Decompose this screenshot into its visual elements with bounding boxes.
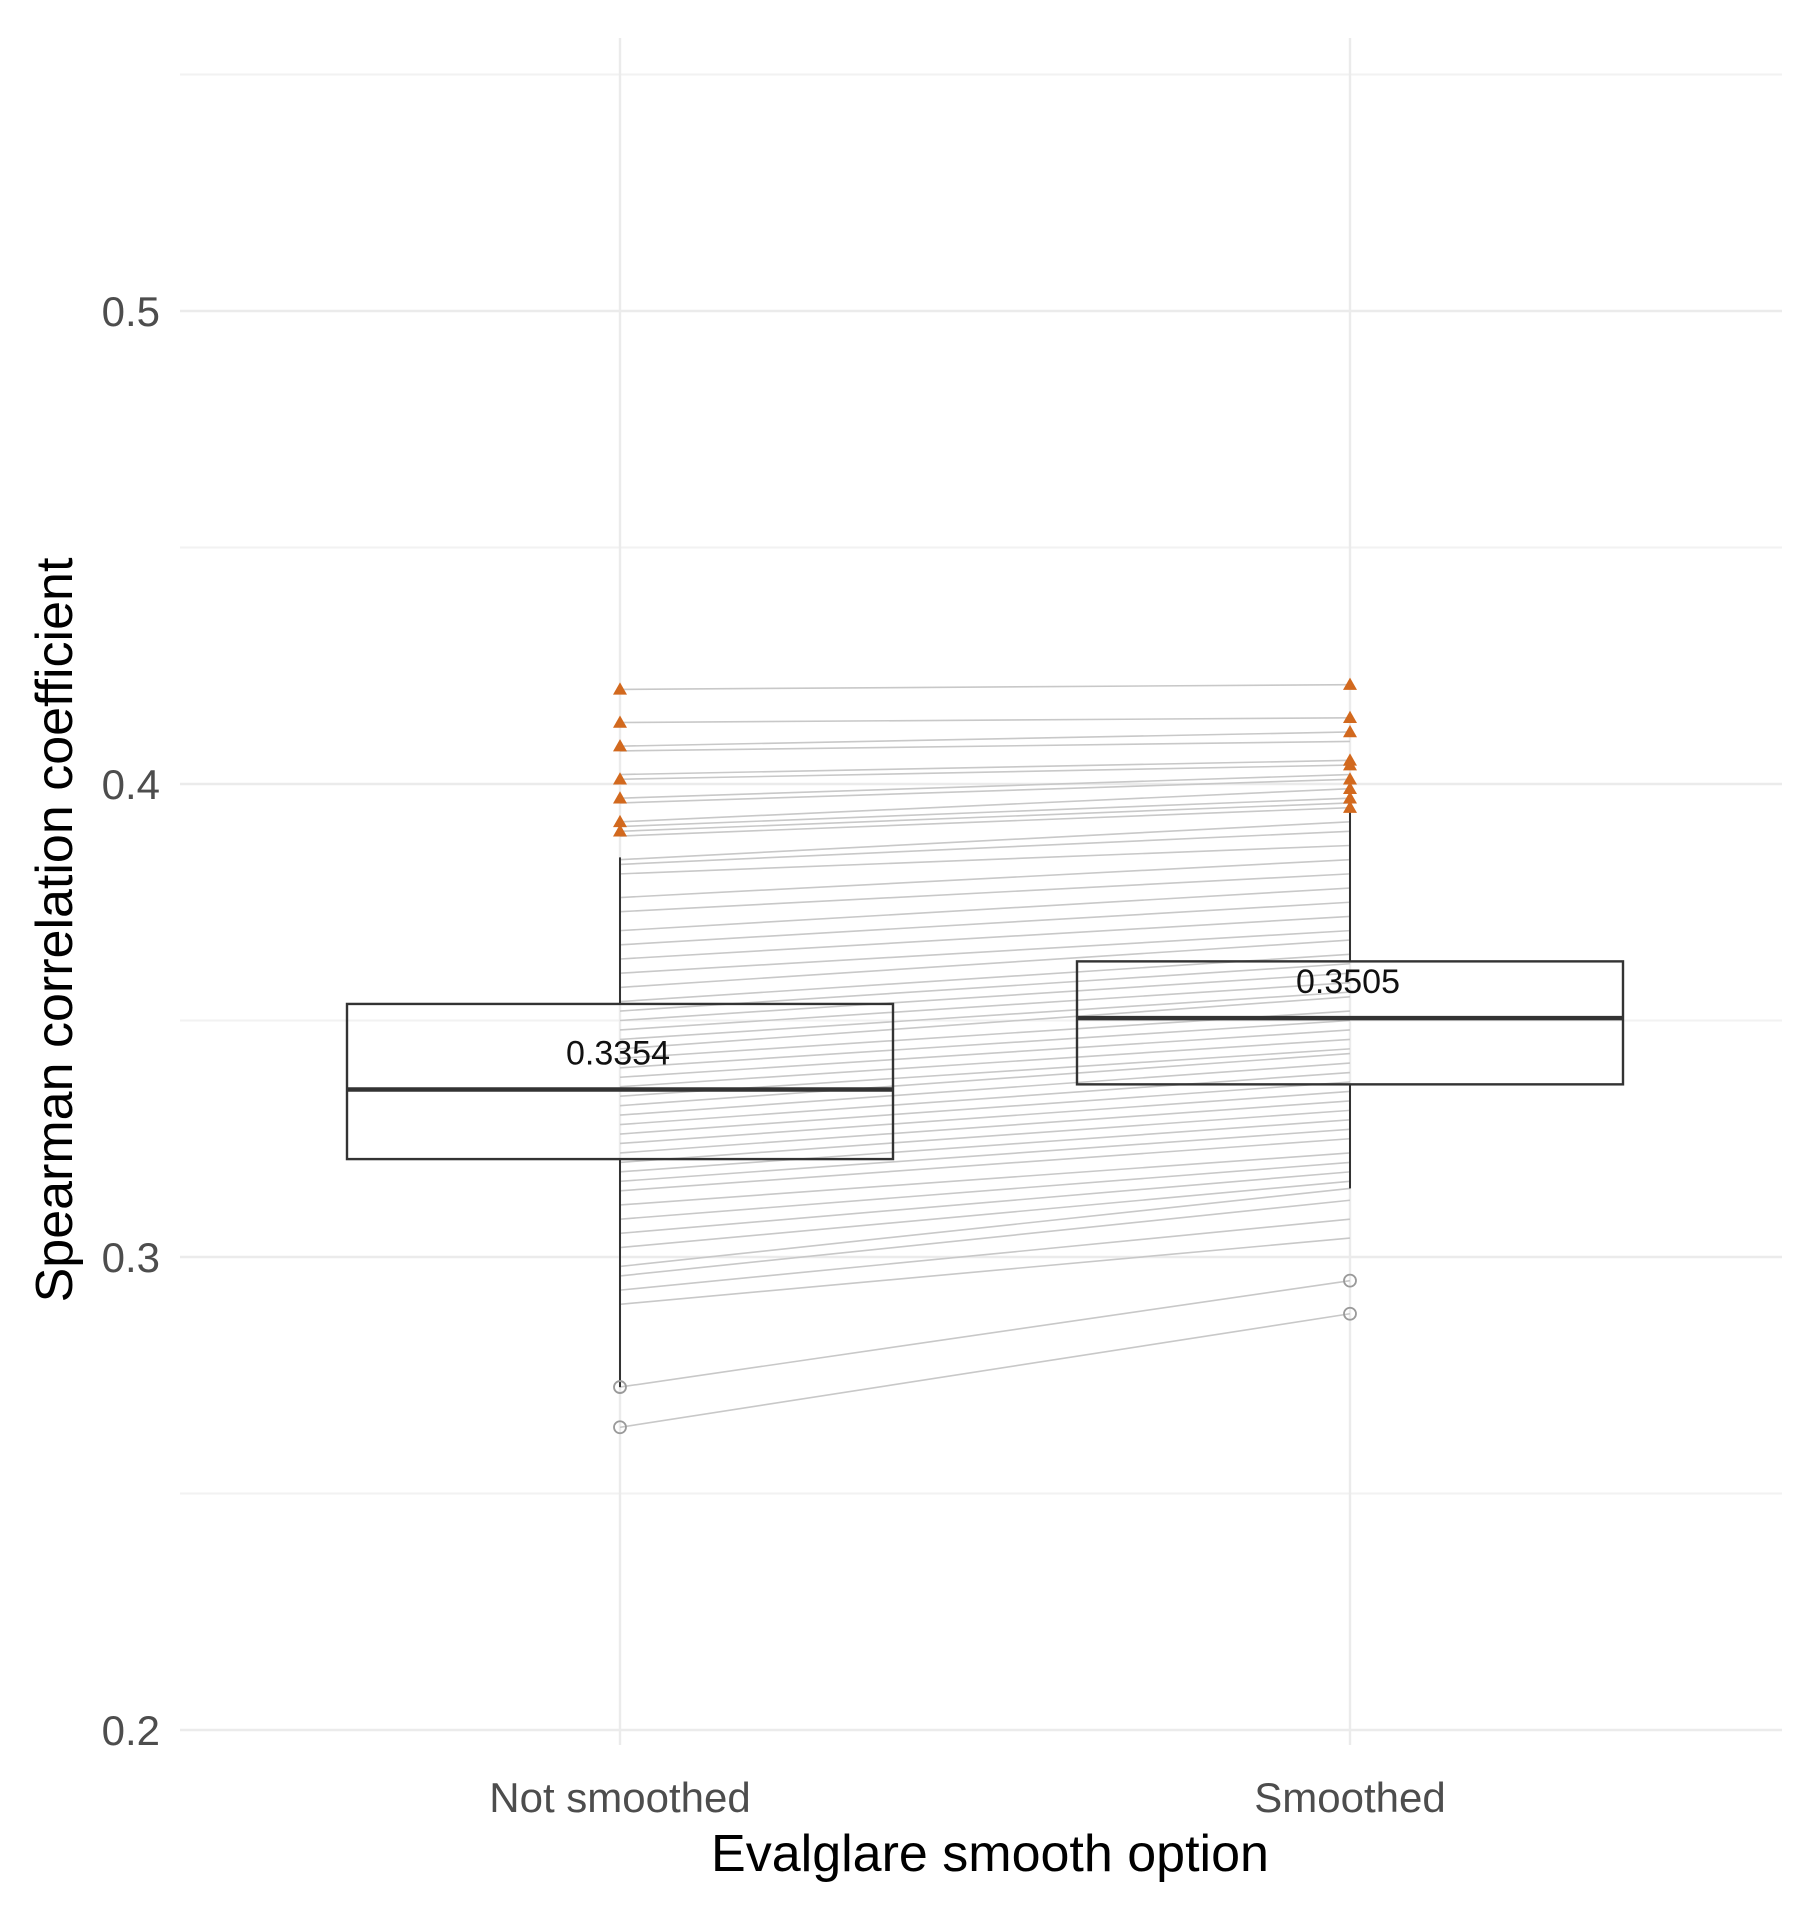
pair-line [619, 1100, 1351, 1154]
pair-line [619, 1081, 1351, 1135]
outlier-points [613, 677, 1357, 1435]
pair-line [619, 1119, 1351, 1173]
pair-line [619, 1161, 1351, 1220]
outlier-point-low [613, 1380, 627, 1394]
pair-line [619, 821, 1351, 861]
median-labels: 0.3354 0.3505 [566, 963, 1400, 1072]
pair-line [619, 929, 1351, 974]
outlier-point-high [613, 682, 627, 695]
pair-line [619, 1071, 1351, 1126]
pair-line [619, 802, 1351, 833]
outlier-point-high [613, 715, 627, 728]
pair-line [619, 1019, 1351, 1069]
pair-line [619, 915, 1351, 960]
outlier-point-high [1343, 710, 1357, 724]
pair-line [619, 887, 1351, 932]
pair-line [619, 1029, 1351, 1079]
median-value-label: 0.3505 [1296, 963, 1400, 1001]
boxes [345, 810, 1625, 1388]
pair-line [619, 981, 1351, 1031]
outlier-point-high [613, 814, 627, 828]
pair-line [619, 972, 1351, 1022]
pair-line [619, 1237, 1351, 1306]
outlier-point-high [1343, 724, 1357, 738]
pair-line [619, 858, 1351, 899]
pair-line [619, 873, 1351, 913]
outlier-point-high [1343, 781, 1357, 794]
outlier-point-high [1343, 772, 1357, 785]
pair-line [619, 787, 1351, 823]
pair-line [619, 1109, 1351, 1164]
outlier-point-high [613, 791, 627, 804]
pair-line [619, 1171, 1351, 1235]
pair-line [619, 1038, 1351, 1088]
pair-line [619, 830, 1351, 866]
pair-line [619, 1052, 1351, 1107]
pair-line [619, 1279, 1351, 1388]
pair-line [619, 797, 1351, 828]
pair-line [619, 740, 1351, 752]
pair-line [619, 939, 1351, 989]
outlier-point-high [613, 772, 627, 785]
outlier-point-high [1343, 758, 1357, 771]
paired-lines [619, 683, 1351, 1429]
x-tick-label: Not smoothed [489, 1774, 750, 1821]
box-body [1075, 960, 1625, 1086]
outlier-point-high [613, 824, 627, 837]
outlier-point-high [613, 739, 627, 752]
box-not-smoothed [345, 857, 895, 1388]
outlier-point-low [613, 1420, 627, 1435]
pair-line [619, 991, 1351, 1041]
pair-line [619, 844, 1351, 875]
pair-line [619, 1137, 1351, 1192]
grid [180, 38, 1782, 1745]
box-smoothed [1075, 810, 1625, 1189]
pair-line [619, 1312, 1351, 1429]
y-tick-label: 0.5 [102, 288, 160, 335]
pair-line [619, 1187, 1351, 1268]
median-value-label: 0.3354 [566, 1035, 670, 1073]
pair-line [619, 1218, 1351, 1291]
pair-line [619, 731, 1351, 747]
pair-line [619, 1062, 1351, 1116]
outlier-point-low [1343, 1273, 1357, 1288]
x-tick-label: Smoothed [1254, 1774, 1445, 1821]
box-body [345, 1002, 895, 1161]
y-tick-label: 0.4 [102, 761, 160, 808]
pair-line [619, 764, 1351, 781]
pair-line [619, 806, 1351, 837]
pair-line [619, 716, 1351, 724]
y-axis-title: Spearman correlation coefficient [26, 557, 84, 1302]
pair-line [619, 759, 1351, 776]
pair-line [619, 1152, 1351, 1206]
pair-line [619, 1180, 1351, 1249]
pair-line [619, 773, 1351, 799]
y-tick-label: 0.3 [102, 1234, 160, 1281]
pair-line [619, 778, 1351, 804]
y-tick-label: 0.2 [102, 1707, 160, 1754]
x-axis-title: Evalglare smooth option [711, 1825, 1269, 1883]
outlier-point-high [1343, 800, 1357, 813]
outlier-point-high [1343, 677, 1357, 690]
outlier-point-low [1343, 1306, 1357, 1321]
pair-line [619, 1128, 1351, 1183]
pair-line [619, 901, 1351, 946]
outlier-point-high [1343, 791, 1357, 804]
axes: Evalglare smooth option Spearman correla… [26, 288, 1446, 1883]
pair-line [619, 683, 1351, 691]
pair-line [619, 996, 1351, 1050]
pair-line [619, 1199, 1351, 1277]
pair-line [619, 1090, 1351, 1145]
